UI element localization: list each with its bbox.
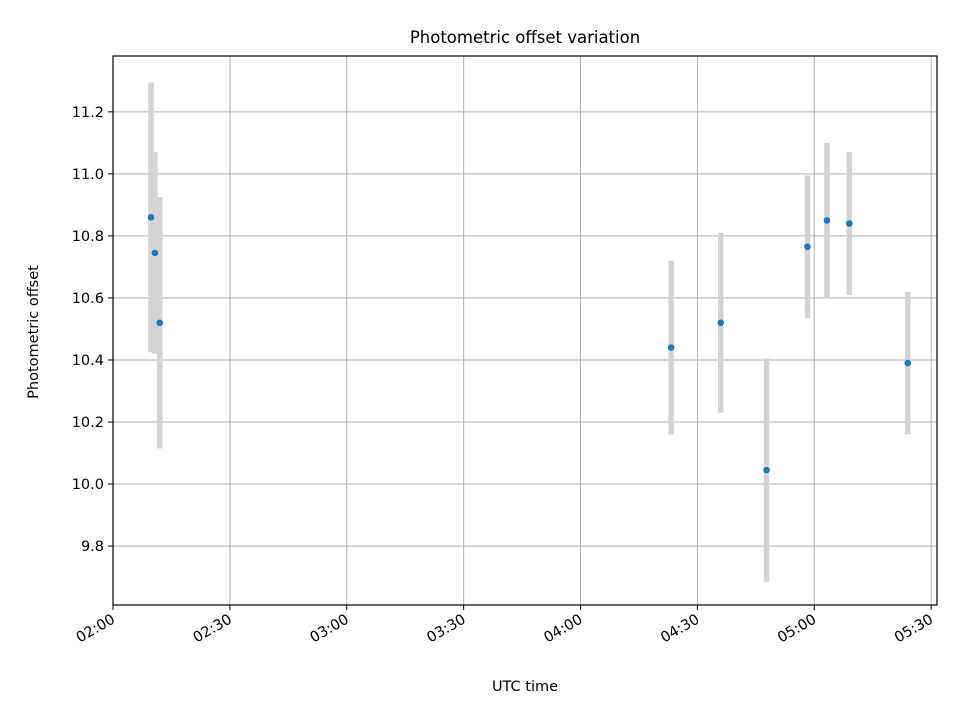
- x-tick-label: 02:30: [191, 612, 235, 647]
- y-tick-label: 11.2: [72, 105, 104, 121]
- y-tick-label: 11.0: [72, 167, 104, 183]
- x-tick-label: 04:30: [658, 612, 702, 647]
- data-point: [156, 319, 164, 327]
- x-tick-label: 05:00: [775, 612, 819, 647]
- data-point: [823, 217, 831, 224]
- data-point: [667, 344, 675, 351]
- data-point: [904, 359, 912, 367]
- x-axis-ticks: 02:00 02:30 03:00 03:30 04:00 04:30 05:00 05:30: [74, 605, 936, 646]
- y-tick-label: 10.4: [72, 353, 104, 369]
- y-axis-label: Photometric offset: [26, 265, 42, 399]
- y-tick-label: 10.0: [72, 477, 104, 493]
- plot-frame: [112, 55, 938, 606]
- data-point: [147, 213, 155, 221]
- x-tick-label: 02:00: [74, 612, 118, 647]
- error-bars: [148, 82, 911, 582]
- data-point: [846, 220, 853, 227]
- data-points: [147, 213, 912, 474]
- y-tick-label: 10.8: [72, 229, 104, 245]
- y-tick-label: 10.6: [72, 291, 104, 307]
- data-point: [763, 466, 770, 474]
- data-point: [717, 319, 725, 327]
- chart-title: Photometric offset variation: [410, 28, 640, 47]
- grid-lines: [112, 56, 937, 605]
- data-point: [804, 243, 811, 251]
- x-tick-label: 05:30: [892, 612, 936, 647]
- x-tick-label: 03:00: [308, 612, 352, 647]
- data-point: [151, 249, 159, 257]
- y-tick-label: 9.8: [81, 539, 104, 555]
- y-tick-label: 10.2: [72, 415, 104, 431]
- x-tick-label: 04:00: [541, 612, 585, 647]
- x-axis-label: UTC time: [492, 679, 558, 695]
- x-tick-label: 03:30: [424, 612, 468, 647]
- y-axis-ticks: 9.8 10.0 10.2 10.4 10.6 10.8 11.0 11.2: [72, 105, 113, 555]
